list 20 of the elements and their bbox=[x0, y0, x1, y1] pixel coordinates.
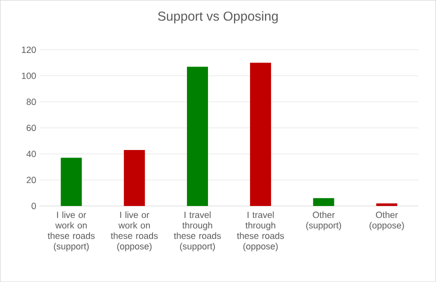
bar bbox=[186, 66, 208, 206]
x-tick-label: I travel through these roads (oppose) bbox=[236, 212, 284, 252]
x-tick-label: I travel through these roads (support) bbox=[174, 212, 221, 252]
x-tick-label: I live or work on these roads (oppose) bbox=[110, 212, 158, 252]
y-tick-label: 120 bbox=[22, 46, 36, 54]
bar bbox=[60, 158, 82, 206]
bar bbox=[313, 198, 334, 206]
y-tick-label: 0 bbox=[32, 202, 36, 210]
x-tick-label: Other (oppose) bbox=[370, 212, 404, 230]
y-tick-label: 40 bbox=[26, 150, 36, 158]
y-tick-label: 80 bbox=[26, 98, 36, 106]
bar bbox=[376, 203, 398, 206]
chart-title: Support vs Opposing bbox=[158, 11, 278, 24]
y-tick-label: 100 bbox=[22, 72, 36, 80]
bar bbox=[124, 150, 145, 206]
y-tick-label: 60 bbox=[26, 124, 36, 132]
x-tick-label: I live or work on these roads (support) bbox=[48, 212, 95, 252]
x-tick-label: Other (support) bbox=[306, 212, 342, 230]
y-tick-label: 20 bbox=[26, 176, 36, 184]
bar bbox=[250, 62, 272, 206]
